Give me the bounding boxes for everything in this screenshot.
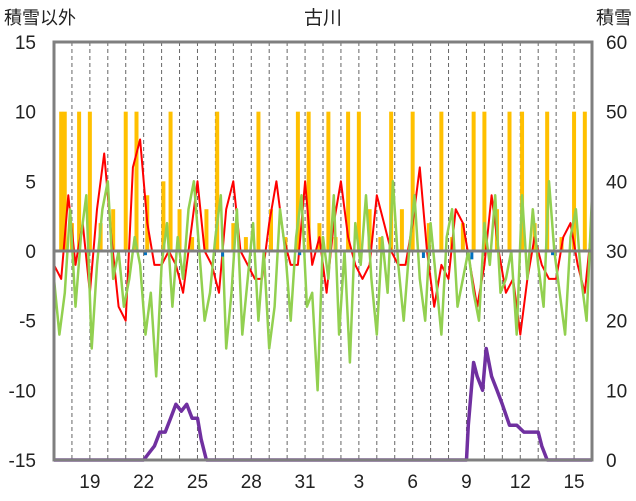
x-tick-label: 19 (79, 472, 100, 493)
precip-bar (367, 209, 372, 251)
sunshine-mark (143, 251, 147, 256)
precip-bar (572, 111, 577, 252)
y-right-tick-label: 30 (606, 242, 627, 263)
y-right-tick-label: 10 (606, 381, 627, 402)
precip-bar (520, 111, 525, 252)
x-tick-label: 31 (294, 472, 315, 493)
precip-bar (59, 111, 64, 252)
precip-bar (268, 209, 273, 251)
precip-bar (346, 111, 351, 252)
precip-bar (231, 223, 236, 251)
precip-bar (306, 111, 311, 252)
precip-bar (410, 111, 415, 252)
precip-bar (77, 111, 82, 252)
x-tick-label: 25 (187, 472, 208, 493)
x-tick-label: 6 (407, 472, 418, 493)
x-tick-label: 15 (563, 472, 584, 493)
x-tick-label: 3 (354, 472, 365, 493)
precip-bar (177, 209, 182, 251)
y-right-tick-label: 50 (606, 103, 627, 124)
precip-bar (134, 111, 139, 252)
plot-frame (52, 40, 594, 462)
sunshine-mark (470, 251, 474, 260)
temp-min-line (52, 180, 594, 392)
y-left-tick-label: 0 (25, 242, 36, 263)
y-right-tick-label: 20 (606, 312, 627, 333)
x-tick-label: 9 (461, 472, 472, 493)
precip-bar (62, 111, 67, 252)
x-tick-label: 12 (510, 472, 531, 493)
y-left-tick-label: 5 (25, 172, 36, 193)
precip-bar (507, 111, 512, 252)
y-left-tick-label: -15 (9, 451, 36, 472)
y-left-tick-label: -5 (19, 312, 36, 333)
chart-title: 古川 (304, 7, 342, 29)
precip-bar (389, 111, 394, 252)
precip-bar (439, 111, 444, 252)
precip-bars (59, 111, 587, 252)
precip-bar (190, 237, 195, 251)
y-right-label: 積雪 (596, 8, 632, 29)
y-left-ticks: 15 10 5 0 -5 -10 -15 (9, 33, 36, 472)
precip-bar (243, 237, 248, 251)
sunshine-mark (421, 251, 425, 258)
y-left-label: 積雪以外 (4, 8, 76, 29)
precip-bar (111, 209, 116, 251)
precip-bar (123, 111, 128, 252)
precip-bar (215, 111, 220, 252)
precip-bar (582, 111, 587, 252)
y-right-tick-label: 0 (606, 451, 617, 472)
precip-bar (399, 209, 404, 251)
precip-bar (326, 111, 331, 252)
precip-bar (356, 111, 361, 252)
y-right-tick-label: 60 (606, 33, 627, 54)
precip-bar (87, 111, 92, 252)
y-left-tick-label: 15 (15, 33, 36, 54)
y-right-ticks: 60 50 40 30 20 10 0 (606, 33, 627, 472)
sunshine-mark (298, 251, 302, 256)
precip-bar (378, 237, 383, 251)
precip-bar (482, 111, 487, 252)
y-left-tick-label: 10 (15, 103, 36, 124)
precip-bar (168, 111, 173, 252)
precip-bar (545, 111, 550, 252)
sunshine-mark (551, 251, 555, 256)
precip-bar (256, 111, 261, 252)
y-left-tick-label: -10 (9, 381, 36, 402)
sunshine-mark (221, 251, 225, 257)
precip-bar (204, 209, 209, 251)
x-ticks: 19 22 25 28 31 3 6 9 12 15 (79, 472, 584, 493)
x-tick-label: 28 (241, 472, 262, 493)
precip-bar (295, 111, 300, 252)
precip-bar (471, 111, 476, 252)
precip-bar (161, 181, 166, 251)
x-tick-label: 22 (133, 472, 154, 493)
precip-bar (460, 223, 465, 251)
y-right-tick-label: 40 (606, 172, 627, 193)
